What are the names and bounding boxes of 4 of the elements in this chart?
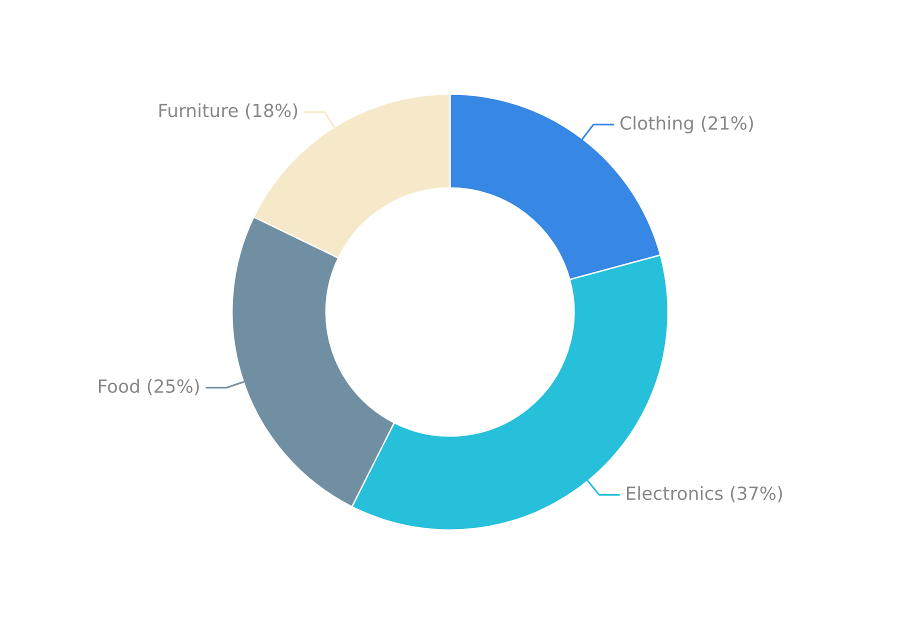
slice-label: Food (25%)	[99, 378, 199, 396]
slice-label: Clothing (21%)	[620, 116, 753, 134]
slice-label: Electronics (37%)	[626, 486, 782, 502]
slice-label: Furniture (18%)	[159, 103, 298, 120]
